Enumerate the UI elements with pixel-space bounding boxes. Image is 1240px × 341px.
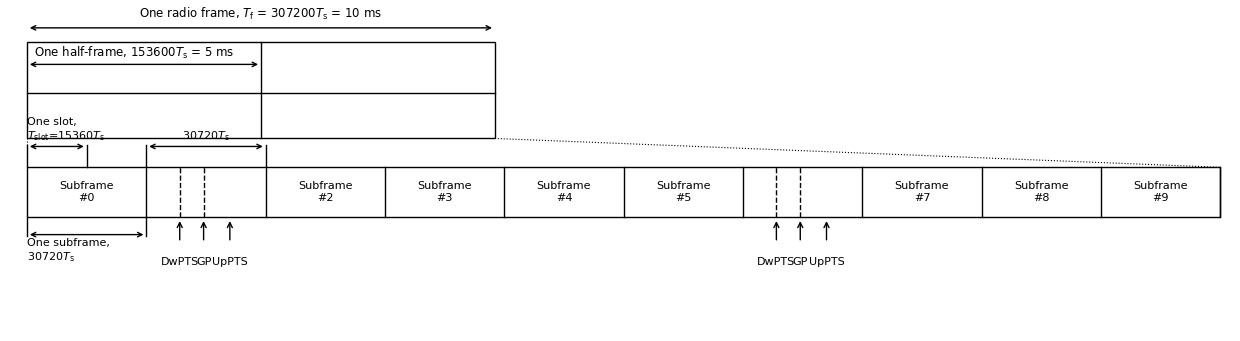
Text: Subframe
#0: Subframe #0 (60, 181, 114, 203)
Text: Subframe
#2: Subframe #2 (298, 181, 352, 203)
Text: UpPTS: UpPTS (212, 257, 248, 267)
Bar (27, 167, 1220, 217)
Text: Subframe
#4: Subframe #4 (537, 181, 591, 203)
Text: GP: GP (196, 257, 211, 267)
Text: One subframe,
$30720T_{\mathrm{s}}$: One subframe, $30720T_{\mathrm{s}}$ (27, 238, 110, 264)
Text: Subframe
#8: Subframe #8 (1014, 181, 1069, 203)
Text: $30720T_{\mathrm{s}}$: $30720T_{\mathrm{s}}$ (182, 130, 229, 143)
Text: GP: GP (792, 257, 808, 267)
Text: Subframe
#9: Subframe #9 (1133, 181, 1188, 203)
Text: UpPTS: UpPTS (808, 257, 844, 267)
Text: One slot,
$T_{\mathrm{slot}}$=15360$T_{\mathrm{s}}$: One slot, $T_{\mathrm{slot}}$=15360$T_{\… (27, 117, 105, 143)
Text: DwPTS: DwPTS (161, 257, 198, 267)
Text: Subframe
#7: Subframe #7 (895, 181, 950, 203)
Text: One radio frame, $T_{\mathrm{f}}$ = 307200$T_{\mathrm{s}}$ = 10 ms: One radio frame, $T_{\mathrm{f}}$ = 3072… (139, 6, 382, 22)
Text: One half-frame, 153600$T_{\mathrm{s}}$ = 5 ms: One half-frame, 153600$T_{\mathrm{s}}$ =… (35, 44, 234, 61)
Bar (27, 42, 495, 138)
Text: DwPTS: DwPTS (758, 257, 796, 267)
Text: Subframe
#5: Subframe #5 (656, 181, 711, 203)
Text: Subframe
#3: Subframe #3 (418, 181, 472, 203)
